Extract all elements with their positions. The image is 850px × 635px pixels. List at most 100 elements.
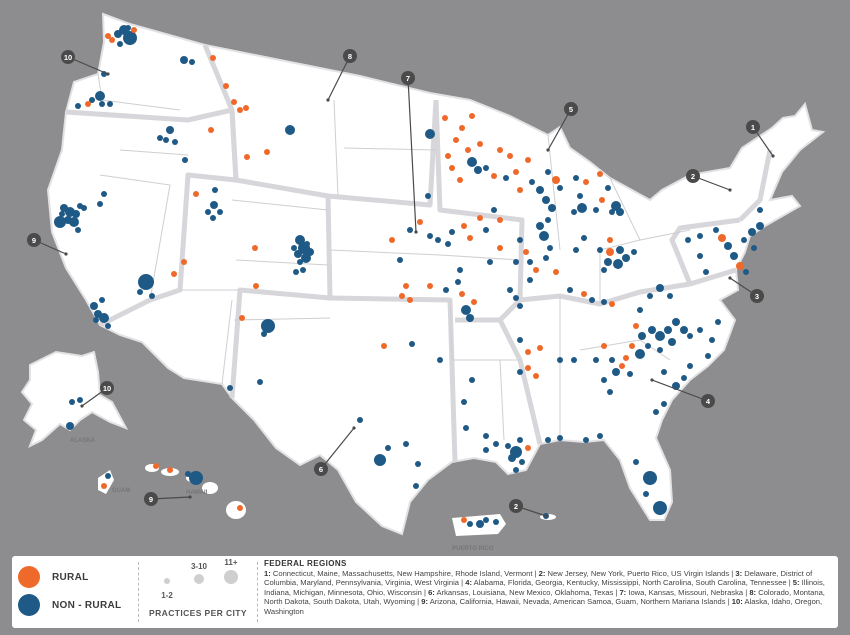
non-rural-practice-dot (548, 204, 556, 212)
non-rural-practice-dot (567, 287, 573, 293)
rural-practice-dot (583, 179, 589, 185)
non-rural-practice-dot (517, 337, 523, 343)
non-rural-practice-dot (724, 242, 732, 250)
non-rural-practice-dot (54, 216, 66, 228)
non-rural-practice-dot (493, 519, 499, 525)
non-rural-practice-dot (66, 422, 74, 430)
region-number: 3: (735, 568, 743, 578)
non-rural-practice-dot (605, 185, 611, 191)
non-rural-practice-dot (75, 227, 81, 233)
region-entry: 7: Iowa, Kansas, Missouri, Nebraska (619, 588, 743, 597)
region-callout-badge (401, 71, 415, 85)
non-rural-practice-dot (95, 91, 105, 101)
region-callout-number: 8 (348, 52, 352, 61)
rural-practice-dot (497, 245, 503, 251)
rural-practice-dot (399, 293, 405, 299)
non-rural-practice-dot (257, 379, 263, 385)
non-rural-practice-dot (463, 425, 469, 431)
non-rural-practice-dot (680, 326, 688, 334)
region-states: Alabama, Florida, Georgia, Kentucky, Mis… (471, 578, 787, 588)
rural-practice-dot (237, 505, 243, 511)
non-rural-practice-dot (425, 193, 431, 199)
non-rural-practice-dot (508, 454, 516, 462)
legend-panel: RURAL NON - RURAL 1-2 3-10 11+ PRACTICES… (12, 556, 838, 628)
non-rural-practice-dot (593, 207, 599, 213)
region-callout-number: 10 (64, 53, 72, 62)
callout-anchor (188, 495, 192, 499)
rural-practice-dot (131, 27, 137, 33)
rural-practice-dot (223, 83, 229, 89)
rural-practice-dot (239, 315, 245, 321)
non-rural-practice-dot (661, 401, 667, 407)
non-rural-practice-dot (517, 303, 523, 309)
non-rural-practice-dot (647, 293, 653, 299)
non-rural-practice-dot (697, 253, 703, 259)
legend-divider-2 (257, 562, 259, 622)
size-large-label: 11+ (224, 558, 238, 567)
region-callout-number: 6 (319, 465, 323, 474)
non-rural-practice-dot (593, 357, 599, 363)
non-rural-practice-dot (517, 237, 523, 243)
rural-practice-dot (243, 105, 249, 111)
region-callout-number: 3 (755, 292, 759, 301)
rural-practice-dot (153, 463, 159, 469)
rural-practice-dot (533, 373, 539, 379)
non-rural-practice-dot (455, 279, 461, 285)
regions-title: FEDERAL REGIONS (264, 559, 347, 568)
non-rural-practice-dot (557, 435, 563, 441)
non-rural-practice-dot (163, 137, 169, 143)
rural-practice-dot (469, 113, 475, 119)
non-rural-practice-dot (403, 441, 409, 447)
non-rural-practice-dot (374, 454, 386, 466)
rural-practice-dot (181, 259, 187, 265)
rural-practice-dot (507, 153, 513, 159)
rural-practice-dot (237, 107, 243, 113)
size-caption: PRACTICES PER CITY (149, 608, 247, 618)
non-rural-practice-dot (757, 207, 763, 213)
region-callout-badge (100, 381, 114, 395)
non-rural-practice-dot (604, 258, 612, 266)
rural-practice-dot (85, 101, 91, 107)
region-callout-badge (144, 492, 158, 506)
non-rural-practice-dot (483, 517, 489, 523)
non-rural-practice-dot (413, 483, 419, 489)
non-rural-practice-dot (435, 237, 441, 243)
non-rural-practice-dot (616, 208, 624, 216)
non-rural-practice-dot (189, 471, 203, 485)
non-rural-practice-dot (75, 103, 81, 109)
non-rural-practice-dot (609, 209, 615, 215)
callout-anchor (326, 98, 330, 102)
non-rural-practice-dot (407, 227, 413, 233)
non-rural-swatch (18, 594, 40, 616)
rural-practice-dot (718, 234, 726, 242)
non-rural-practice-dot (645, 343, 651, 349)
region-callouts: 1 2 2 3 4 5 6 7 8 9 9 10 10 (27, 49, 775, 518)
non-rural-practice-dot (425, 129, 435, 139)
region-states: Alaska, Idaho, Oregon, Washington (264, 597, 823, 616)
non-rural-practice-dot (703, 269, 709, 275)
non-rural-practice-dot (466, 314, 474, 322)
non-rural-practice-dot (547, 245, 553, 251)
legend-size-key: 1-2 3-10 11+ PRACTICES PER CITY (142, 556, 254, 628)
non-rural-practice-dot (105, 323, 111, 329)
non-rural-practice-dot (542, 196, 550, 204)
rural-practice-dot (497, 147, 503, 153)
callout-anchor (64, 252, 68, 256)
non-rural-practice-dot (469, 377, 475, 383)
non-rural-practice-dot (667, 293, 673, 299)
non-rural-practice-dot (227, 385, 233, 391)
size-large-swatch (224, 570, 238, 584)
callout-anchor (771, 154, 775, 158)
non-rural-practice-dot (185, 471, 191, 477)
rural-practice-dot (581, 291, 587, 297)
non-rural-practice-dot (461, 399, 467, 405)
non-rural-practice-dot (306, 248, 314, 256)
non-rural-practice-dot (601, 299, 607, 305)
callout-leader-line (67, 56, 109, 75)
non-rural-practice-dot (513, 259, 519, 265)
legend-divider (138, 562, 140, 622)
non-rural-practice-dot (536, 222, 544, 230)
size-small-swatch (164, 578, 170, 584)
callout-anchor (352, 426, 356, 430)
